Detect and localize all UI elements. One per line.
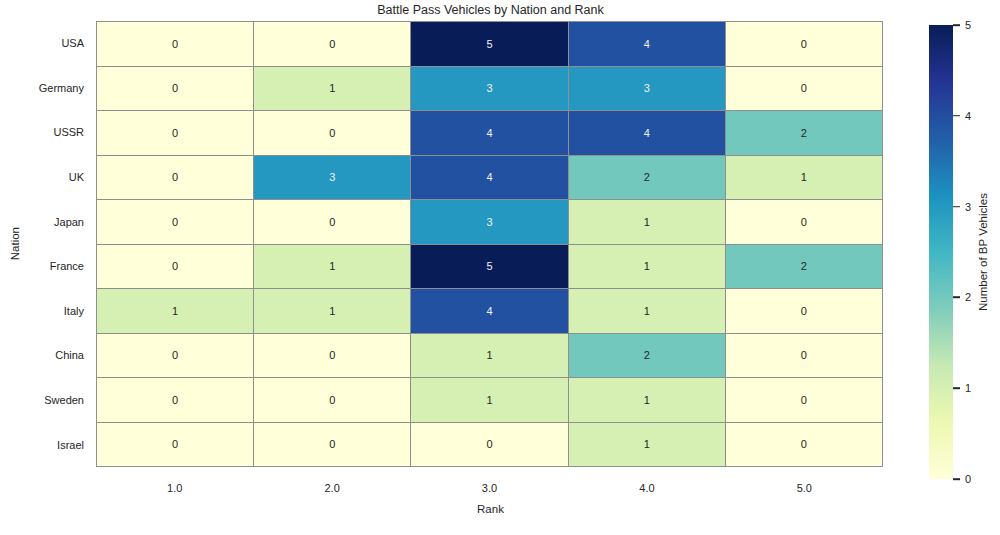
- heatmap-cell: 4: [411, 111, 567, 155]
- heatmap-cell: 1: [97, 289, 253, 333]
- heatmap-cell: 0: [97, 22, 253, 66]
- heatmap-cell: 5: [411, 245, 567, 289]
- heatmap-cell: 2: [726, 111, 882, 155]
- heatmap-cell: 2: [569, 156, 725, 200]
- heatmap-cell: 0: [97, 378, 253, 422]
- heatmap-cell: 0: [726, 378, 882, 422]
- heatmap-cell: 0: [97, 245, 253, 289]
- y-tick-label: Japan: [0, 199, 84, 244]
- heatmap-cell: 4: [569, 111, 725, 155]
- colorbar-tick-mark: [953, 478, 960, 480]
- heatmap-cell: 0: [254, 334, 410, 378]
- heatmap-cell: 1: [411, 334, 567, 378]
- colorbar-gradient: [929, 25, 953, 479]
- x-tick-labels: 1.02.03.04.05.0: [96, 482, 883, 498]
- heatmap-cell: 0: [97, 423, 253, 467]
- heatmap-cell: 1: [569, 245, 725, 289]
- heatmap-cell: 3: [569, 67, 725, 111]
- heatmap-cell: 0: [726, 334, 882, 378]
- heatmap-cell: 0: [254, 111, 410, 155]
- y-tick-labels: USAGermanyUSSRUKJapanFranceItalyChinaSwe…: [0, 21, 84, 467]
- y-tick-label: Sweden: [0, 378, 84, 423]
- x-tick-label: 3.0: [411, 482, 568, 498]
- heatmap-cell: 0: [97, 67, 253, 111]
- heatmap-cell: 3: [254, 156, 410, 200]
- colorbar-tick-mark: [953, 297, 960, 299]
- heatmap-cell: 4: [411, 156, 567, 200]
- heatmap-cell: 3: [411, 200, 567, 244]
- heatmap-cell: 0: [97, 200, 253, 244]
- y-tick-label: USA: [0, 21, 84, 66]
- colorbar-tick-label: 4: [965, 110, 971, 121]
- heatmap-cell: 1: [569, 378, 725, 422]
- heatmap-cell: 0: [97, 334, 253, 378]
- colorbar-label: Number of BP Vehicles: [974, 25, 992, 479]
- heatmap-cell: 0: [254, 423, 410, 467]
- heatmap-cell: 1: [569, 200, 725, 244]
- y-tick-label: Germany: [0, 66, 84, 111]
- heatmap-cell: 4: [569, 22, 725, 66]
- colorbar-tick-label: 5: [965, 20, 971, 31]
- heatmap-figure: Battle Pass Vehicles by Nation and Rank …: [0, 0, 1000, 535]
- colorbar-tick-label: 2: [965, 292, 971, 303]
- colorbar-tick-mark: [953, 206, 960, 208]
- heatmap-cell: 5: [411, 22, 567, 66]
- x-tick-label: 1.0: [96, 482, 253, 498]
- x-axis-label: Rank: [97, 503, 884, 515]
- heatmap-cell: 1: [411, 378, 567, 422]
- heatmap-cell: 1: [254, 67, 410, 111]
- y-tick-label: Italy: [0, 289, 84, 334]
- heatmap-cell: 1: [569, 423, 725, 467]
- heatmap-cell: 0: [254, 22, 410, 66]
- heatmap-cell: 1: [569, 289, 725, 333]
- colorbar-tick-mark: [953, 387, 960, 389]
- heatmap-cell: 4: [411, 289, 567, 333]
- y-tick-label: China: [0, 333, 84, 378]
- heatmap-cell: 2: [569, 334, 725, 378]
- heatmap-cell: 0: [97, 156, 253, 200]
- heatmap-grid: 0054001330004420342100310015121141000120…: [96, 21, 883, 467]
- y-tick-label: Israel: [0, 422, 84, 467]
- colorbar-label-text: Number of BP Vehicles: [977, 193, 989, 311]
- x-tick-label: 4.0: [568, 482, 725, 498]
- heatmap-cell: 0: [726, 289, 882, 333]
- heatmap-cell: 1: [726, 156, 882, 200]
- heatmap-cell: 0: [254, 378, 410, 422]
- chart-title: Battle Pass Vehicles by Nation and Rank: [97, 3, 884, 17]
- heatmap-cell: 0: [254, 200, 410, 244]
- heatmap-cell: 0: [726, 200, 882, 244]
- colorbar-tick-mark: [953, 115, 960, 117]
- y-tick-label: UK: [0, 155, 84, 200]
- colorbar-tick-label: 0: [965, 474, 971, 485]
- colorbar-tick-mark: [953, 24, 960, 26]
- colorbar-tick-label: 1: [965, 383, 971, 394]
- x-tick-label: 5.0: [726, 482, 883, 498]
- heatmap-cell: 3: [411, 67, 567, 111]
- heatmap-cell: 0: [726, 423, 882, 467]
- heatmap-cell: 0: [97, 111, 253, 155]
- heatmap-cell: 2: [726, 245, 882, 289]
- x-tick-label: 2.0: [253, 482, 410, 498]
- heatmap-cell: 1: [254, 245, 410, 289]
- heatmap-cell: 0: [726, 67, 882, 111]
- heatmap-cell: 1: [254, 289, 410, 333]
- y-tick-label: USSR: [0, 110, 84, 155]
- colorbar-tick-label: 3: [965, 201, 971, 212]
- y-tick-label: France: [0, 244, 84, 289]
- heatmap-cell: 0: [726, 22, 882, 66]
- heatmap-cell: 0: [411, 423, 567, 467]
